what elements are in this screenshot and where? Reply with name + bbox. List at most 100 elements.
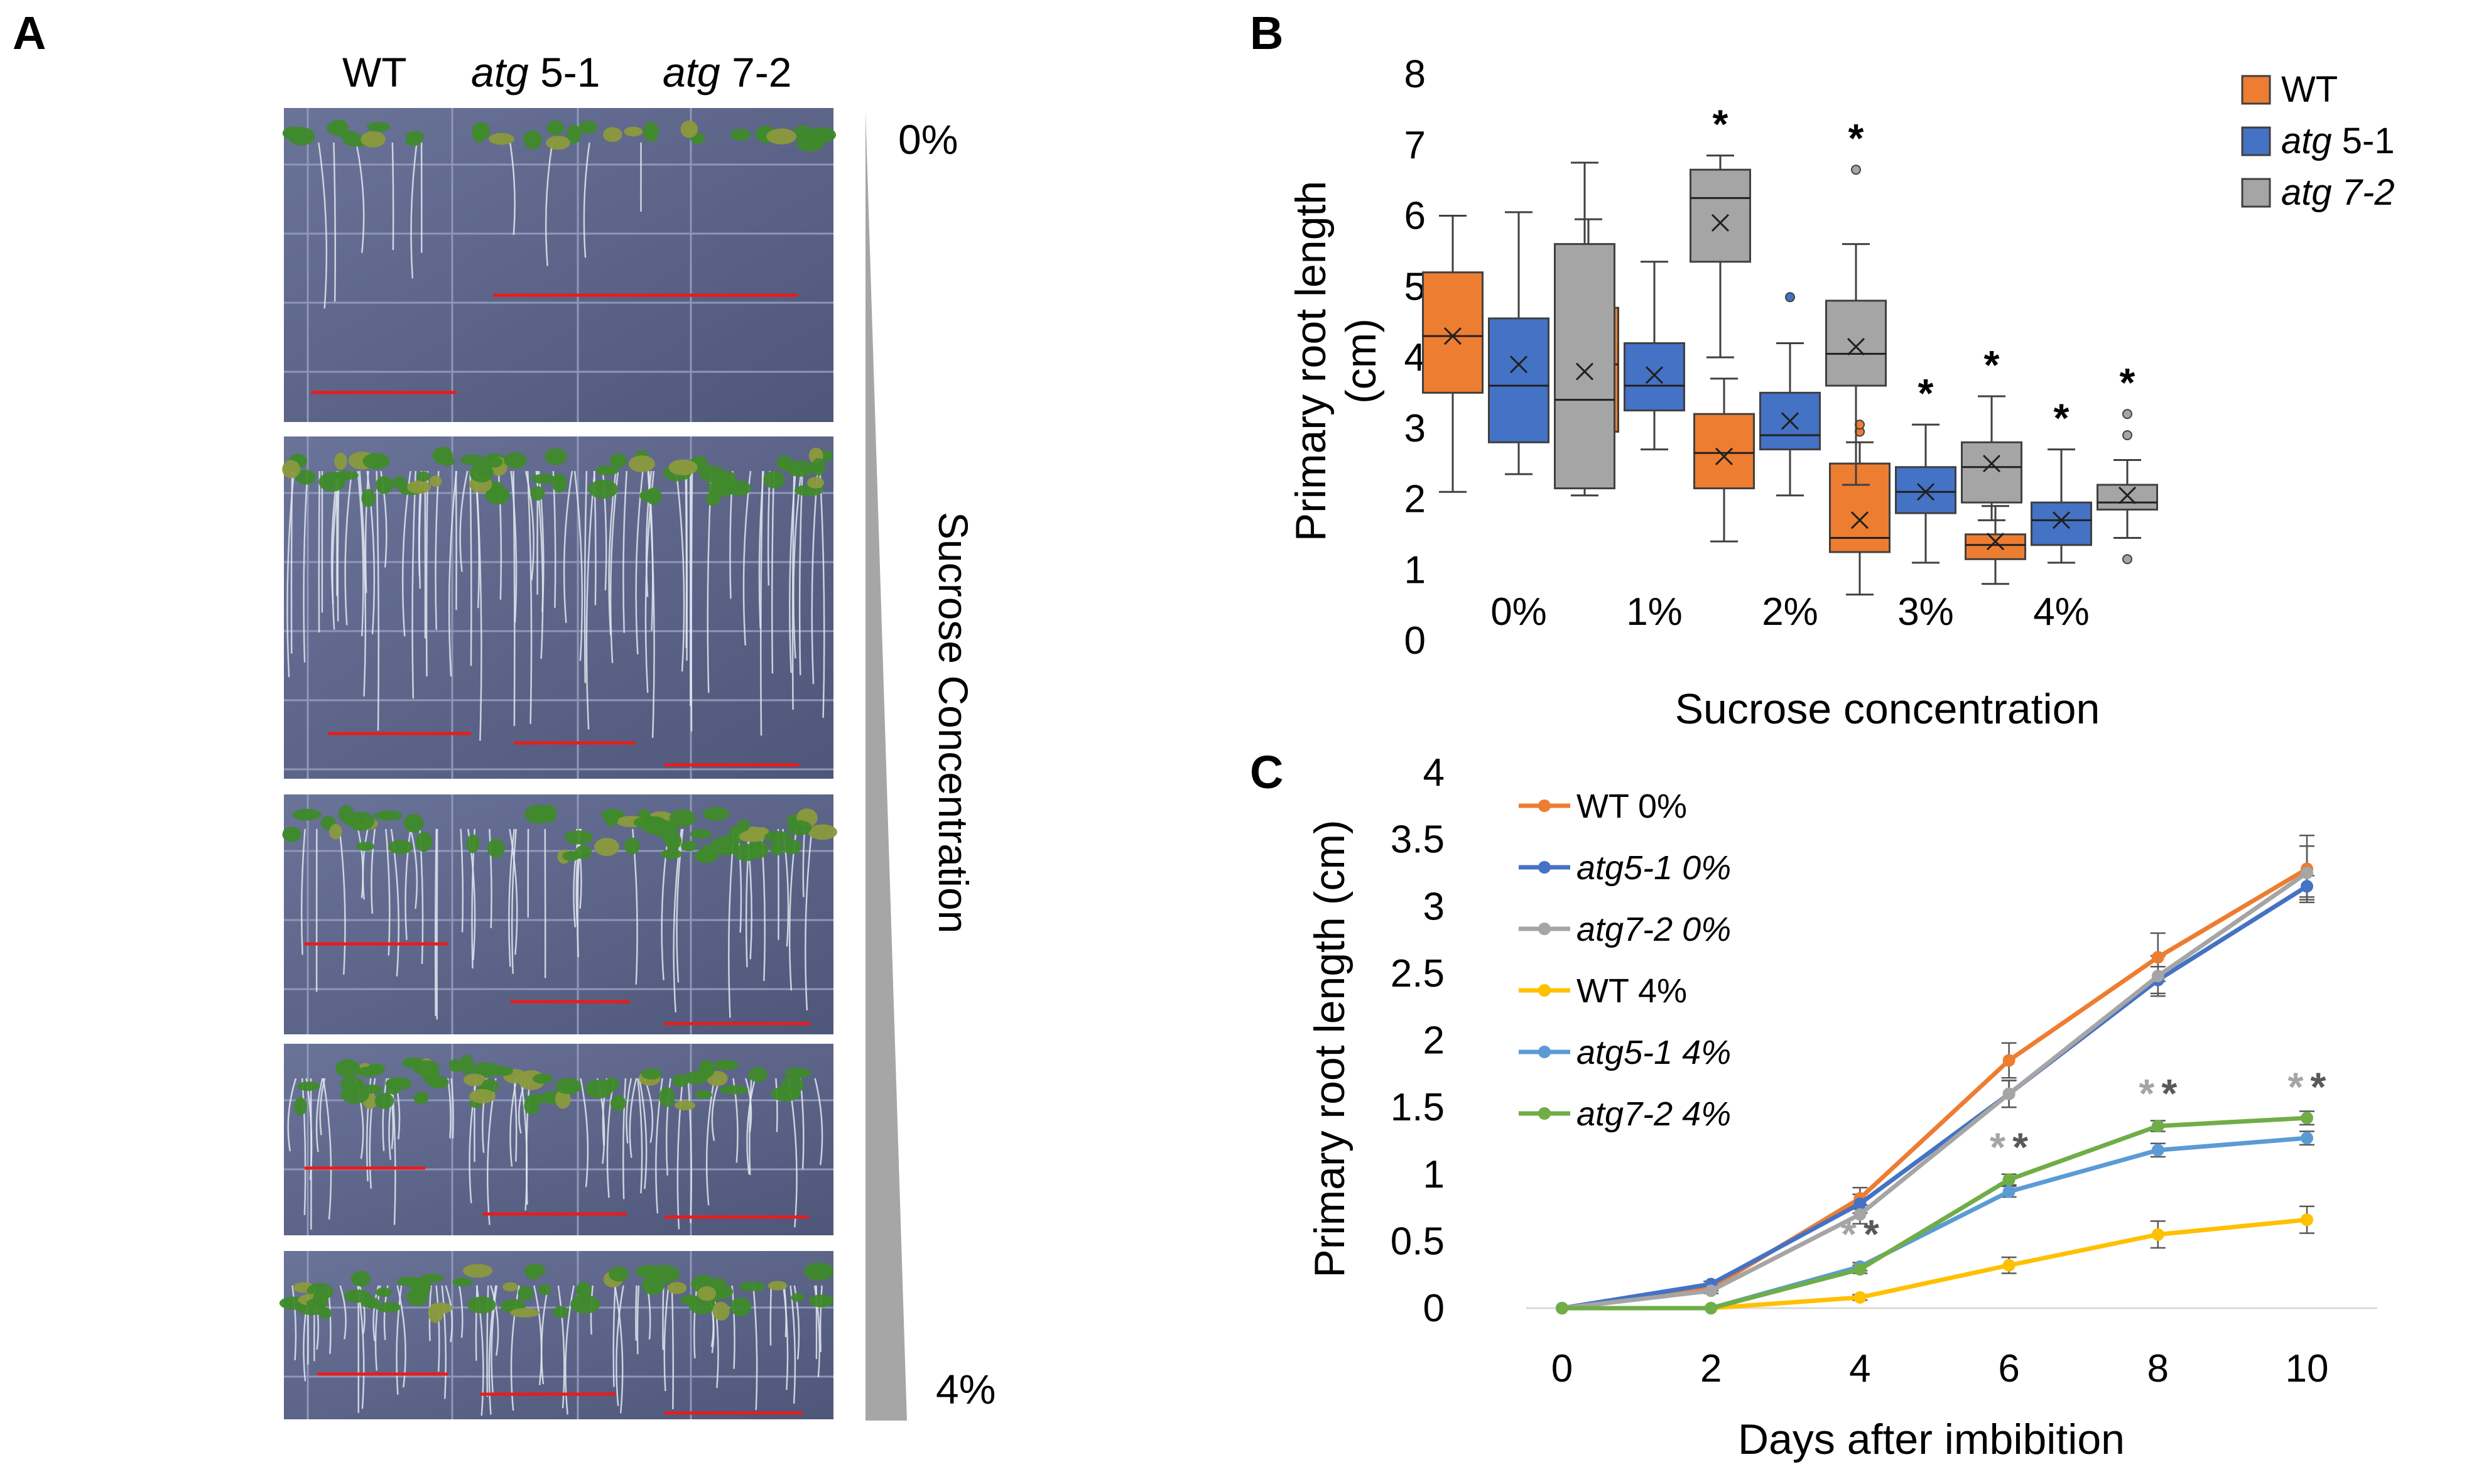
chart-b-box	[1422, 215, 1484, 493]
chart-c-point	[2151, 1119, 2164, 1132]
genotype-header-atg5-italic: atg	[471, 49, 529, 95]
chart-c-ytick: 0.5	[1391, 1220, 1445, 1263]
chart-c-point	[2002, 1054, 2016, 1067]
chart-c-point	[1853, 1197, 1867, 1210]
chart-b-significance-star: *	[1918, 371, 1934, 416]
chart-c-ytick: 1.5	[1391, 1086, 1445, 1129]
chart-b-ylabel-line2: (cm)	[1337, 318, 1385, 404]
chart-b-category-label: 2%	[1762, 590, 1818, 634]
chart-c-point	[2151, 970, 2164, 983]
chart-c-point	[2151, 951, 2164, 964]
chart-c-point	[1705, 1302, 1718, 1314]
chart-c-significance-star: *	[1841, 1211, 1857, 1257]
chart-b-outlier	[2122, 409, 2132, 420]
sucrose-gradient-wedge	[865, 112, 907, 1421]
chart-c-ytick: 1	[1423, 1153, 1445, 1196]
chart-b-legend-label: WT	[2281, 69, 2338, 110]
chart-c-point	[2002, 1185, 2016, 1198]
genotype-header-wt: WT	[342, 49, 407, 95]
chart-b-outlier	[2122, 554, 2132, 565]
chart-c-legend-label: atg7-2 0%	[1576, 911, 1731, 948]
chart-b-box	[1961, 395, 2022, 521]
sucrose-concentration-label: Sucrose Concentration	[930, 512, 977, 933]
chart-b-ylabel-line1: Primary root length	[1287, 181, 1335, 541]
chart-c-series-line	[1561, 867, 2308, 1311]
chart-c-ytick: 0	[1423, 1287, 1445, 1330]
chart-c-ytick: 3.5	[1391, 818, 1445, 862]
chart-c-xtick: 4	[1849, 1347, 1870, 1390]
chart-c-ytick: 2.5	[1391, 952, 1445, 995]
sucrose-top-label: 0%	[898, 116, 958, 163]
chart-b-ytick: 6	[1404, 195, 1426, 238]
chart-b-legend-swatch	[2241, 178, 2271, 208]
chart-b-significance-star: *	[2120, 360, 2135, 405]
chart-c-xtick: 6	[1998, 1347, 2019, 1390]
panel-c: C 00.511.522.533.540 2 4 6 8 10* ** ** * * *WT 0%a…	[1250, 746, 2377, 1463]
chart-b-box	[1554, 161, 1615, 497]
chart-b-box	[1693, 377, 1755, 543]
chart-c-significance-star: *	[1990, 1124, 2005, 1169]
chart-b-box	[1825, 243, 1887, 486]
chart-c-significance-star: *	[2139, 1071, 2154, 1116]
seedling-plate: seedling plate 0% sucrose	[282, 108, 837, 422]
genotype-header-atg7: atg 7-2	[663, 49, 791, 95]
chart-b-box	[1488, 211, 1549, 475]
chart-c-legend-marker	[1538, 923, 1551, 935]
chart-b-box	[2031, 448, 2092, 564]
chart-c-significance-star: *	[2161, 1071, 2177, 1116]
chart-c-ytick: 3	[1423, 885, 1445, 928]
chart-b-ytick: 3	[1404, 407, 1426, 450]
genotype-header-atg5: atg 5-1	[471, 49, 600, 95]
chart-c-point	[2002, 1259, 2016, 1272]
chart-c-legend-marker	[1538, 984, 1551, 997]
chart-b-legend-label: atg 5-1	[2281, 121, 2395, 161]
chart-b-legend-swatch	[2241, 75, 2271, 105]
chart-c-point	[2002, 1087, 2016, 1100]
chart-c-point	[1853, 1263, 1867, 1276]
chart-c-significance-star: *	[1864, 1211, 1879, 1257]
seedling-plate: seedling plate 3% sucrose	[284, 1044, 833, 1235]
chart-c-point	[2301, 1112, 2313, 1125]
chart-c-point	[2301, 880, 2313, 893]
chart-c-legend-label: atg5-1 4%	[1576, 1034, 1731, 1071]
sucrose-bottom-label: 4%	[936, 1366, 996, 1412]
chart-b-significance-star: *	[2054, 396, 2070, 441]
chart-c-point	[1853, 1291, 1867, 1304]
chart-c-ylabel: Primary root length (cm)	[1306, 820, 1354, 1277]
chart-c-point	[1705, 1284, 1718, 1297]
chart-c-series-line	[1561, 884, 2308, 1311]
chart-c-xtick: 0	[1551, 1347, 1573, 1390]
chart-c-point	[2151, 1228, 2164, 1241]
chart-c-significance-star: *	[2012, 1124, 2028, 1169]
chart-c-legend-marker	[1538, 861, 1551, 874]
chart-c-point	[1853, 1208, 1867, 1221]
chart-c-significance-star: *	[2311, 1064, 2326, 1109]
genotype-header-atg7-plain: 7-2	[720, 49, 792, 95]
genotype-header-atg5-plain: 5-1	[529, 49, 600, 95]
chart-b-box	[2097, 458, 2158, 539]
chart-c-legend-label: atg7-2 4%	[1576, 1095, 1731, 1133]
chart-b-ytick: 2	[1404, 478, 1426, 521]
chart-b-box	[1895, 423, 1956, 564]
chart-b-category-label: 3%	[1897, 590, 1954, 634]
chart-b-outlier	[1785, 292, 1795, 303]
seedling-plate: seedling plate 1% sucrose	[282, 436, 833, 779]
chart-c-legend-marker	[1538, 1107, 1551, 1120]
chart-b-ytick: 1	[1404, 548, 1426, 592]
chart-b-box	[1624, 261, 1685, 451]
chart-c-point	[2002, 1173, 2016, 1186]
chart-c-legend-marker	[1538, 799, 1551, 812]
seedling-plate: seedling plate 2% sucrose	[282, 794, 838, 1034]
panel-letter-c: C	[1250, 746, 1283, 798]
chart-c-point	[2301, 1132, 2313, 1145]
genotype-header-atg7-italic: atg	[663, 49, 720, 95]
chart-b-category-label: 0%	[1490, 590, 1547, 634]
chart-b-box	[1690, 154, 1751, 359]
chart-c-xlabel: Days after imbibition	[1738, 1416, 2125, 1463]
chart-b-legend-swatch	[2241, 126, 2271, 156]
chart-c-point	[2151, 1144, 2164, 1157]
chart-c-point	[1556, 1302, 1568, 1314]
chart-c-legend-marker	[1538, 1046, 1551, 1058]
